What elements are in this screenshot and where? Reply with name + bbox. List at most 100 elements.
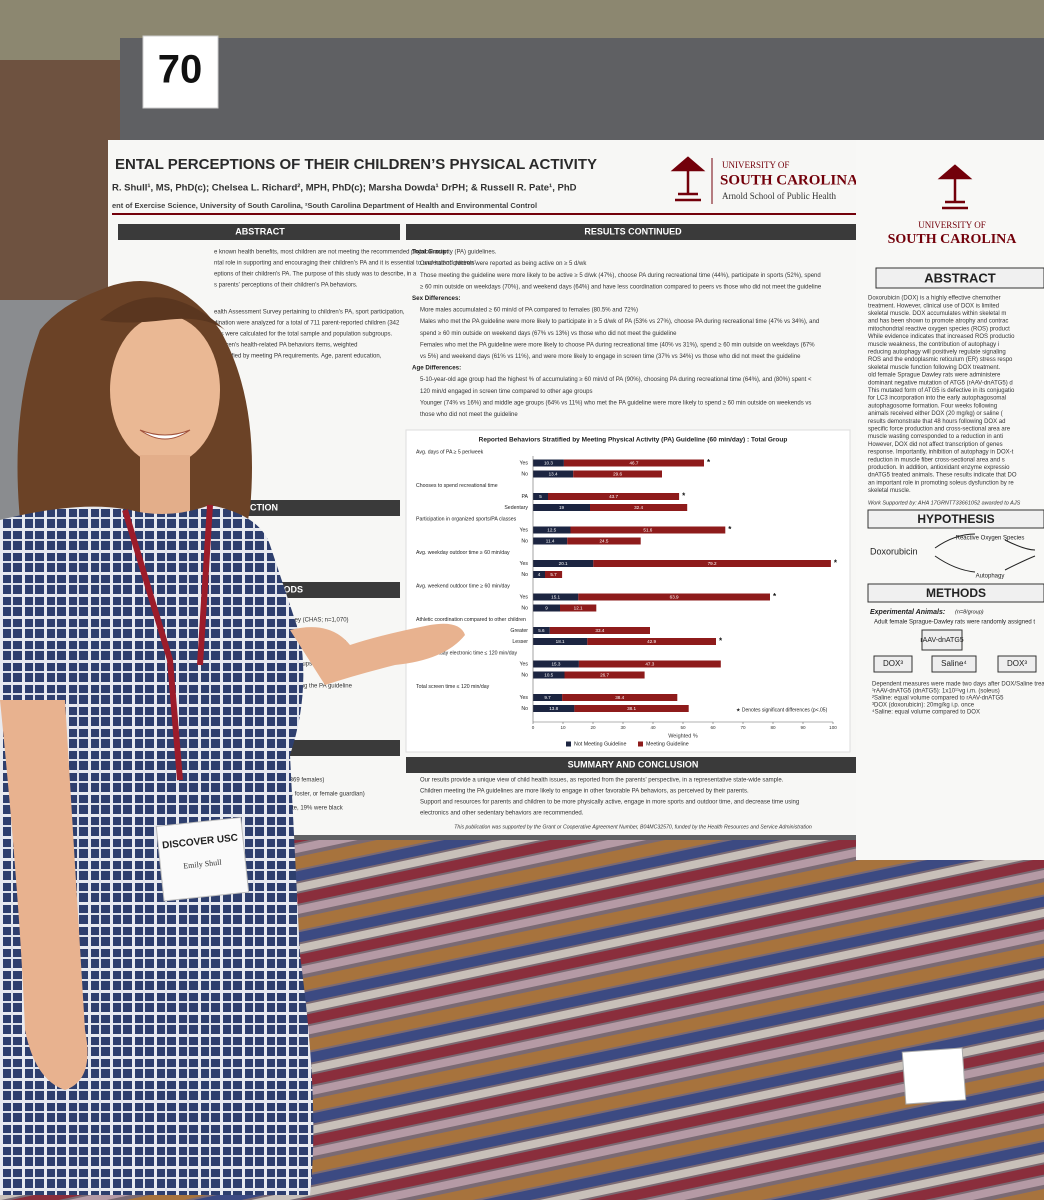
legend-label: Not Meeting Guideline [574,741,626,747]
abstract-line: While evidence indicates that increased … [868,334,1015,340]
value-label: 15.3 [551,662,560,667]
value-label: 20.1 [559,561,568,566]
poster-title: ENTAL PERCEPTIONS OF THEIR CHILDREN’S PH… [115,156,597,173]
section-header [406,224,860,240]
box-label: DOX³ [883,659,903,668]
bar-segment [548,493,680,500]
bar-segment [533,560,594,567]
bar-segment [567,537,641,545]
value-label: 79.2 [708,561,717,566]
group-label: Participation in organized sports/PA cla… [416,516,517,522]
results-line: More males accumulated ≥ 60 min/d of PA … [420,308,638,314]
arm-right [290,623,465,685]
arm-left [0,700,88,1090]
logo-icon [937,164,973,210]
note-line: ³DOX (doxorubicin): 20mg/kg i.p. once [872,703,975,709]
bar-segment [578,660,721,668]
abstract-line: muscle wasting corresponded to a reducti… [868,434,1003,440]
summary-line: Support and resources for parents and ch… [420,800,799,806]
bar-segment [533,593,579,601]
value-label: 12.5 [547,528,556,533]
bar-segment [533,671,565,679]
value-label: 9 [545,606,548,611]
neck [140,455,190,515]
note-line: ²Saline: equal volume compared to rAAV-d… [872,696,1004,702]
bar-segment [562,694,678,701]
abstract-line: reduction in muscle fiber cross-sectiona… [868,457,1005,463]
section-header [867,583,1044,603]
bar-segment [564,671,645,679]
value-label: 13.4 [549,472,558,477]
bar-segment [570,526,726,534]
abstract-line: ges were calculated for the total sample… [214,332,392,338]
group-label: Avg. weekend outdoor time ≥ 60 min/day [416,583,510,589]
bar-segment [533,627,550,634]
abstract-line: response. Importantly, inhibition of aut… [868,450,1014,456]
card-on-floor [901,1047,967,1105]
abstract-line: results demonstrate that 48 hours follow… [868,419,1005,425]
x-tick-label: 100 [829,725,837,730]
section-title: HYPOTHESIS [917,512,994,526]
value-label: 19 [559,505,565,510]
category-label: Yes [520,661,529,667]
person: DISCOVER USC Emily Shull [0,281,465,1195]
value-label: 38.1 [627,706,636,711]
category-label: No [521,706,528,712]
results-line: spend ≥ 60 min outside on weekend days (… [420,331,677,337]
bar-segment [533,571,545,578]
poster-authors: R. Shull¹, MS, PhD(c); Chelsea L. Richar… [112,183,577,194]
legend-label: Meeting Guideline [646,741,689,747]
value-label: 9.7 [544,695,551,700]
poster-sheet [856,140,1044,860]
category-label: Sedentary [504,505,528,511]
logo-text: UNIVERSITY OF [918,220,985,230]
value-label: 29.6 [613,472,622,477]
lanyard [122,504,213,781]
logo-text: Arnold School of Public Health [722,191,836,201]
results-heading: Total Group: [412,249,449,256]
value-label: 42.9 [647,639,656,644]
abstract-line: eptions of their children's PA. The purp… [214,272,417,278]
group-label: Avg. days of PA ≥ 5 per/week [416,449,484,455]
chart-frame [405,429,851,753]
significance-marker: * [682,492,686,501]
bar-segment [533,504,590,511]
group-label: Avg. weekday electronic time ≤ 120 min/d… [416,650,517,656]
category-label: Greater [510,628,528,634]
results-line: Younger (74% vs 16%) and middle age grou… [420,400,811,406]
smile [139,429,191,440]
category-label: No [521,572,528,578]
bar-segment [587,638,716,645]
methods-line: ng and by meeting the PA guideline [258,684,353,690]
x-tick-label: 80 [770,725,776,730]
note-line: Dependent measures were made two days af… [872,682,1044,688]
significance-marker: * [773,592,777,601]
section-title: SUMMARY AND CONCLUSION [568,759,699,769]
box-label: rAAV-dnATG5 [920,637,963,644]
methods-n: (n=8/group) [955,609,984,615]
bar-segment [533,537,568,545]
diagram-node: Reactive Oxygen Species [956,536,1025,542]
value-label: 43.7 [609,494,618,499]
results-line: Males who met the PA guideline were more… [420,319,819,325]
value-label: 4 [538,572,541,577]
abstract-line: ntal role in supporting and encouraging … [214,261,476,267]
bar-segment [533,470,574,478]
hair-top [100,297,225,330]
summary-line: electronics and other sedentary behavior… [420,811,584,817]
value-label: 33.4 [595,628,604,633]
bar-segment [545,571,563,578]
diagram-arrow [934,533,1036,573]
significance-marker: * [707,458,711,467]
category-label: PA [521,494,528,500]
abstract-line: animals received either DOX (20 mg/kg) o… [868,411,1003,417]
tag-name: Emily Shull [183,858,223,871]
demographics-line: ts were white, 19% were black [262,806,344,812]
results-line: vs 5%) and weekend days (61% vs 11%), an… [420,354,801,360]
category-label: No [521,538,528,544]
box [921,629,963,651]
name-tag [155,816,250,902]
category-label: Yes [520,460,529,466]
abstract-line: skeletal muscle. [868,488,911,494]
